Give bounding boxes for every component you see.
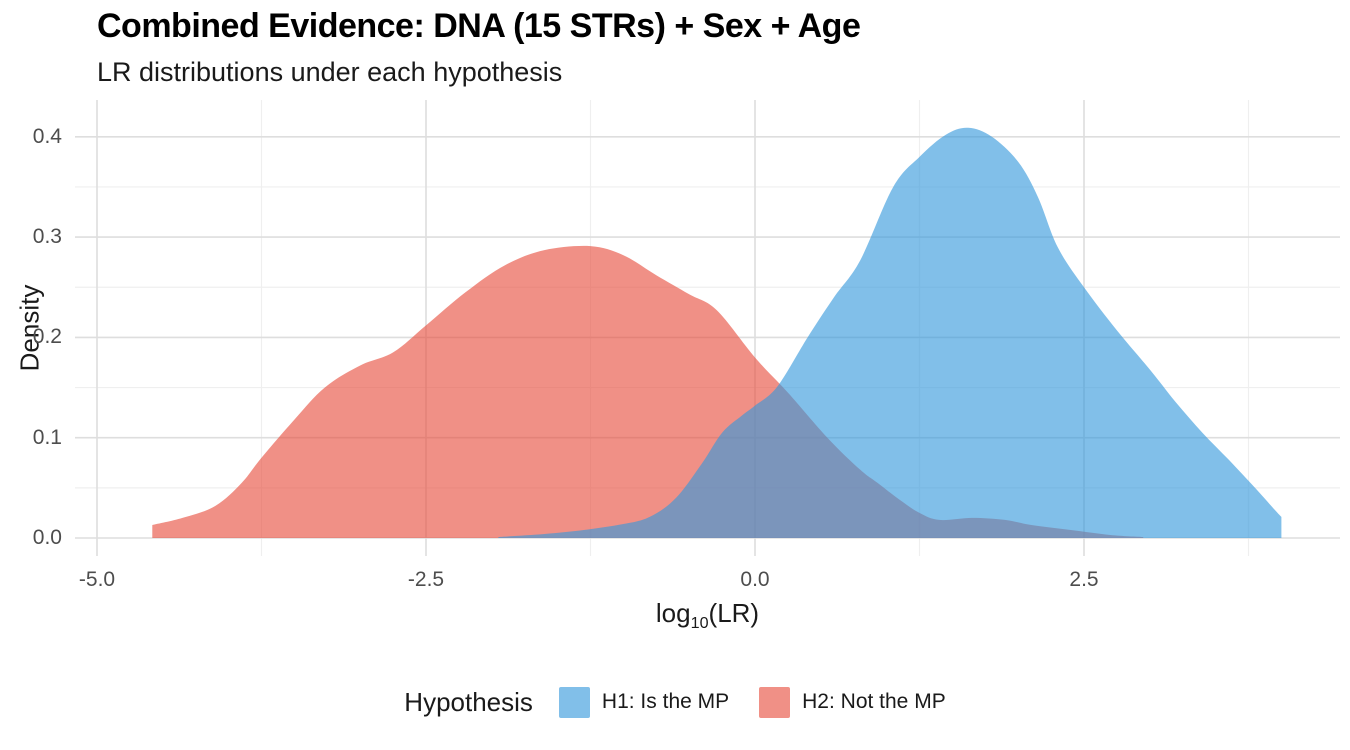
x-tick-label: 2.5: [1069, 568, 1099, 591]
x-axis-title-base: log: [655, 598, 691, 628]
y-tick-label: 0.4: [32, 124, 62, 148]
density-area-h2: [152, 245, 1144, 538]
legend-item-h1: H1: Is the MP: [558, 686, 730, 718]
legend-label-h2: H2: Not the MP: [802, 690, 946, 713]
x-axis-title: log10(LR): [0, 598, 1350, 633]
density-area-h1: [498, 127, 1282, 538]
x-tick-label: -5.0: [78, 568, 116, 591]
legend-swatch-h1: [558, 686, 590, 718]
x-axis-title-subscript: 10: [690, 614, 709, 633]
chart-subtitle: LR distributions under each hypothesis: [97, 57, 563, 87]
x-tick-label: 0.0: [740, 568, 770, 591]
y-tick-label: 0.3: [32, 225, 62, 249]
chart-title: Combined Evidence: DNA (15 STRs) + Sex +…: [97, 7, 861, 45]
x-tick-label: -2.5: [407, 568, 445, 591]
legend-item-h2: H2: Not the MP: [759, 686, 946, 718]
legend-items: H1: Is the MP H2: Not the MP: [558, 686, 946, 718]
legend-title: Hypothesis: [404, 686, 533, 717]
y-tick-label: 0.2: [32, 325, 62, 349]
y-tick-label: 0.0: [32, 526, 62, 549]
y-tick-label: 0.1: [32, 425, 62, 449]
legend: Hypothesis H1: Is the MP H2: Not the MP: [0, 681, 1350, 723]
legend-swatch-h2: [759, 686, 791, 718]
x-axis-title-rest: (LR): [708, 598, 760, 628]
legend-label-h1: H1: Is the MP: [601, 690, 730, 713]
